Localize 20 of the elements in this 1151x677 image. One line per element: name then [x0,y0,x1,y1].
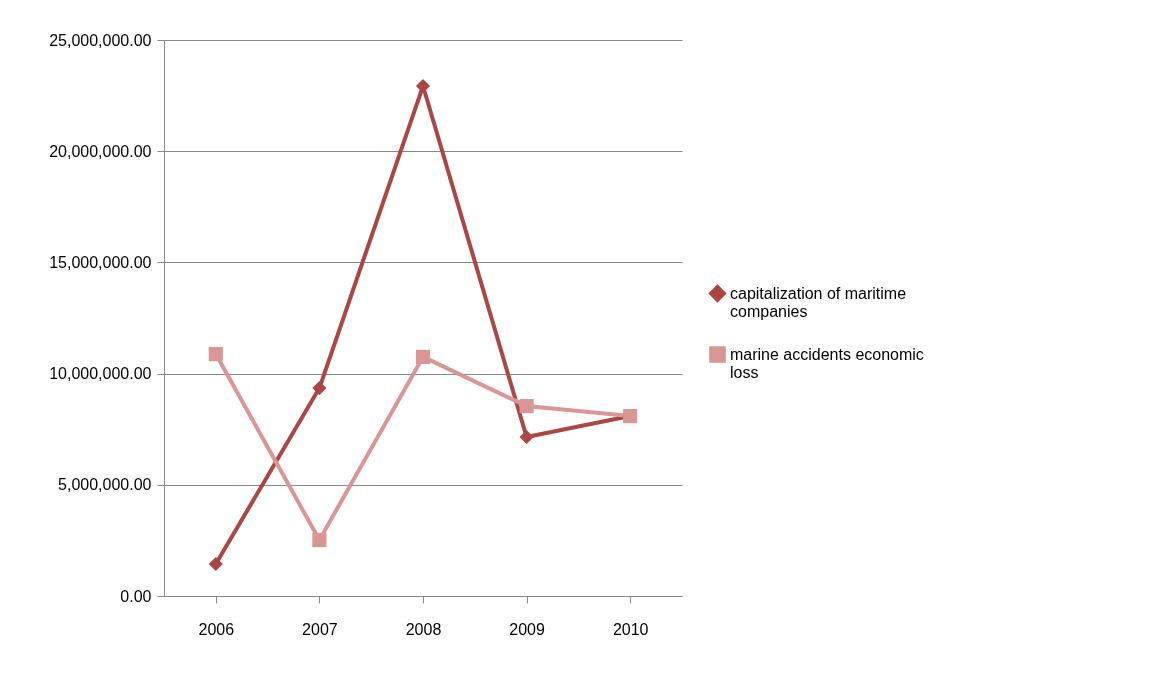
point [208,346,223,362]
y-tick-label: 10,000,000.00 [49,365,152,383]
point [312,532,327,548]
y-tick-label: 0.00 [120,587,152,605]
point [519,429,534,445]
point [208,556,223,572]
legend-label: marine accidents economic loss [730,345,924,381]
y-tick-label: 15,000,000.00 [49,253,152,271]
y-tick-label: 5,000,000.00 [58,476,152,494]
x-tick-label: 2008 [405,620,442,638]
x-tick-label: 2006 [198,620,235,638]
x-tick-label: 2009 [509,620,545,638]
x-tick-label: 2010 [612,620,649,638]
y-tick-label: 25,000,000.00 [49,31,152,49]
point [519,399,534,414]
point [312,380,327,396]
y-tick-label: 20,000,000.00 [49,142,152,160]
legend-label: capitalization of maritime companies [730,284,907,320]
point [415,349,431,364]
x-tick-label: 2007 [302,620,338,638]
